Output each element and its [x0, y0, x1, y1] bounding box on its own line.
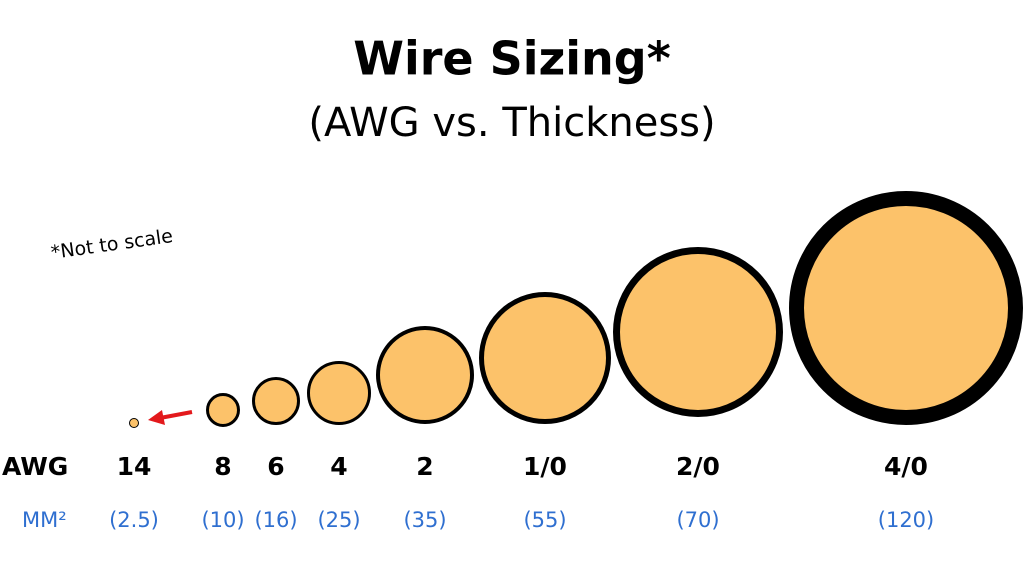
awg-label: 2/0 [676, 452, 720, 481]
title: Wire Sizing* [353, 32, 671, 86]
mm-row-label: MM² [22, 508, 67, 532]
mm-label: (55) [523, 508, 566, 532]
subtitle: (AWG vs. Thickness) [308, 100, 715, 146]
mm-label: (70) [676, 508, 719, 532]
awg-row-label: AWG [2, 452, 68, 481]
awg-label: 1/0 [523, 452, 567, 481]
wire-circle [129, 418, 139, 428]
wire-circle [479, 292, 611, 424]
awg-label: 6 [267, 452, 284, 481]
wire-circle [252, 377, 300, 425]
mm-label: (2.5) [109, 508, 159, 532]
awg-label: 4/0 [884, 452, 928, 481]
mm-label: (10) [201, 508, 244, 532]
wire-circle [307, 361, 371, 425]
arrow-shaft [159, 410, 193, 420]
awg-label: 4 [330, 452, 347, 481]
wire-circle [376, 326, 474, 424]
wires: 14 (2.5) 8 (10) 6 (16) 4 (25) 2 (35) 1/0 (55) 2/0 (70… [109, 191, 1023, 532]
note: *Not to scale [50, 225, 175, 264]
mm-label: (16) [254, 508, 297, 532]
mm-label: (35) [403, 508, 446, 532]
awg-label: 8 [214, 452, 231, 481]
mm-label: (120) [878, 508, 934, 532]
wire-circle [206, 393, 240, 427]
mm-label: (25) [317, 508, 360, 532]
wire-circle [789, 191, 1023, 425]
arrow [148, 410, 193, 425]
awg-label: 2 [416, 452, 433, 481]
arrow-head [148, 410, 165, 425]
awg-label: 14 [117, 452, 152, 481]
wire-circle [613, 247, 783, 417]
